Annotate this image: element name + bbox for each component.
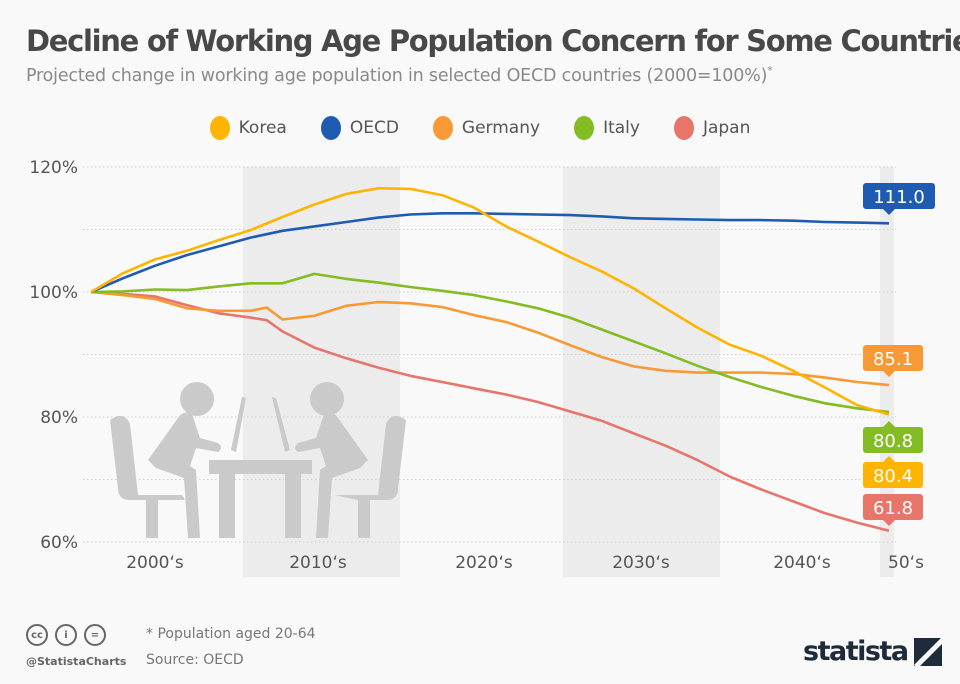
- end-label-value: 111.0: [873, 187, 925, 208]
- series-line-germany: [90, 290, 890, 387]
- no-derivatives-icon[interactable]: =: [84, 624, 106, 646]
- statista-handle[interactable]: @StatistaCharts: [26, 655, 127, 668]
- end-label-pointer: [883, 421, 895, 427]
- logo-text: statista: [803, 636, 909, 667]
- legend-item-oecd: OECD: [320, 116, 399, 140]
- chart-subtitle: Projected change in working age populati…: [26, 64, 773, 86]
- legend-item-germany: Germany: [432, 116, 541, 140]
- legend-dot-italy: [574, 116, 595, 140]
- end-label-value: 80.4: [873, 466, 913, 487]
- y-tick-label: 100%: [29, 283, 78, 303]
- end-label-pointer: [883, 371, 895, 377]
- legend-dot-germany: [432, 116, 453, 140]
- end-label-value: 80.8: [873, 431, 913, 452]
- end-label-box: [863, 427, 923, 453]
- x-tick-label: 2010‘s: [289, 553, 347, 573]
- end-label-box: [863, 345, 923, 371]
- source: Source: OECD: [146, 652, 244, 668]
- x-tick-label: 2030‘s: [612, 553, 670, 573]
- series-line-oecd: [90, 212, 890, 294]
- series-line-japan: [90, 290, 890, 533]
- legend-label: Korea: [238, 118, 287, 138]
- legend-item-japan: Japan: [673, 116, 751, 140]
- legend: Korea OECD Germany Italy Japan: [0, 116, 960, 140]
- end-label-germany: 85.1: [863, 345, 923, 377]
- legend-label: Japan: [702, 118, 751, 138]
- subtitle-text: Projected change in working age populati…: [26, 65, 768, 86]
- workers-illustration: [110, 382, 406, 538]
- y-tick-label: 60%: [40, 533, 78, 553]
- creative-commons-icon[interactable]: cc: [26, 624, 48, 646]
- end-label-box: [863, 183, 935, 209]
- end-label-pointer: [883, 456, 895, 462]
- x-tick-label: 2020‘s: [455, 553, 513, 573]
- end-label-oecd: 111.0: [863, 183, 935, 215]
- x-tick-label: 2040‘s: [773, 553, 831, 573]
- end-label-box: [863, 494, 923, 520]
- end-label-pointer: [883, 520, 895, 526]
- end-label-pointer: [883, 209, 895, 215]
- end-label-japan: 61.8: [863, 494, 923, 526]
- legend-item-korea: Korea: [209, 116, 287, 140]
- footnote: * Population aged 20-64: [146, 626, 316, 642]
- series-line-korea: [90, 187, 890, 416]
- attribution-icon[interactable]: i: [55, 624, 77, 646]
- end-label-value: 61.8: [873, 498, 913, 519]
- legend-dot-korea: [209, 116, 230, 140]
- legend-label: Italy: [603, 118, 640, 138]
- series-line-italy: [90, 272, 890, 414]
- legend-dot-japan: [673, 116, 694, 140]
- legend-label: OECD: [349, 118, 399, 138]
- y-tick-label: 80%: [40, 408, 78, 428]
- x-tick-label: 50‘s: [888, 553, 924, 573]
- y-tick-label: 120%: [29, 158, 78, 178]
- statista-logo[interactable]: statista: [803, 636, 942, 667]
- legend-item-italy: Italy: [574, 116, 640, 140]
- end-label-korea: 80.4: [863, 456, 923, 488]
- license-icons: cc i =: [26, 624, 106, 646]
- end-label-value: 85.1: [873, 349, 913, 370]
- statista-logo-icon: [913, 637, 942, 666]
- legend-label: Germany: [461, 118, 541, 138]
- subtitle-footnote-mark: *: [767, 64, 773, 77]
- end-label-italy: 80.8: [863, 421, 923, 453]
- chart-title: Decline of Working Age Population Concer…: [26, 24, 960, 58]
- legend-dot-oecd: [320, 116, 341, 140]
- end-label-box: [863, 462, 923, 488]
- x-tick-label: 2000‘s: [126, 553, 184, 573]
